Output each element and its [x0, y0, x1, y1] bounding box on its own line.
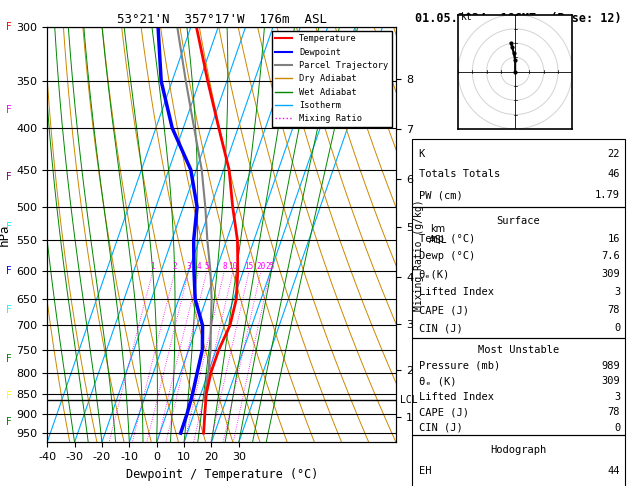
Text: F: F — [6, 305, 12, 315]
Text: Mixing Ratio (g/kg): Mixing Ratio (g/kg) — [414, 199, 424, 311]
Text: 78: 78 — [608, 407, 620, 417]
Bar — [412, 435, 625, 486]
Text: kt: kt — [461, 12, 472, 22]
Text: 2: 2 — [172, 262, 177, 271]
Text: 309: 309 — [601, 269, 620, 279]
Text: F: F — [6, 223, 12, 232]
Text: 309: 309 — [601, 376, 620, 386]
Text: 10: 10 — [228, 262, 238, 271]
Text: 1.79: 1.79 — [595, 190, 620, 200]
Y-axis label: hPa: hPa — [0, 223, 11, 246]
Text: Hodograph: Hodograph — [490, 445, 547, 455]
Text: 3: 3 — [186, 262, 191, 271]
Text: 25: 25 — [265, 262, 275, 271]
Text: 5: 5 — [204, 262, 209, 271]
Text: 3: 3 — [614, 392, 620, 402]
Text: 7.6: 7.6 — [601, 251, 620, 261]
Text: F: F — [6, 391, 12, 401]
Text: F: F — [6, 105, 12, 115]
Text: F: F — [6, 354, 12, 364]
Text: Totals Totals: Totals Totals — [419, 170, 500, 179]
Text: F: F — [6, 266, 12, 276]
Text: F: F — [6, 173, 12, 182]
Text: 0: 0 — [614, 423, 620, 433]
Text: 3: 3 — [614, 287, 620, 297]
Text: 22: 22 — [608, 149, 620, 159]
Text: CAPE (J): CAPE (J) — [419, 305, 469, 315]
Text: Lifted Index: Lifted Index — [419, 287, 494, 297]
Text: EH: EH — [419, 466, 431, 476]
Text: Surface: Surface — [496, 215, 540, 226]
Text: 44: 44 — [608, 466, 620, 476]
Text: CAPE (J): CAPE (J) — [419, 407, 469, 417]
Text: Temp (°C): Temp (°C) — [419, 233, 475, 243]
Text: 20: 20 — [256, 262, 265, 271]
Title: 53°21'N  357°17'W  176m  ASL: 53°21'N 357°17'W 176m ASL — [117, 13, 326, 26]
Text: F: F — [6, 417, 12, 427]
Text: Dewp (°C): Dewp (°C) — [419, 251, 475, 261]
Text: 4: 4 — [196, 262, 201, 271]
Text: 01.05.2024  18GMT  (Base: 12): 01.05.2024 18GMT (Base: 12) — [415, 12, 621, 25]
Text: θₑ(K): θₑ(K) — [419, 269, 450, 279]
Text: Pressure (mb): Pressure (mb) — [419, 361, 500, 371]
Bar — [412, 207, 625, 338]
Text: K: K — [419, 149, 425, 159]
Text: F: F — [6, 22, 12, 32]
Text: PW (cm): PW (cm) — [419, 190, 462, 200]
Text: 0: 0 — [614, 323, 620, 333]
X-axis label: Dewpoint / Temperature (°C): Dewpoint / Temperature (°C) — [126, 468, 318, 481]
Bar — [412, 139, 625, 207]
Y-axis label: km
ASL: km ASL — [429, 224, 447, 245]
Legend: Temperature, Dewpoint, Parcel Trajectory, Dry Adiabat, Wet Adiabat, Isotherm, Mi: Temperature, Dewpoint, Parcel Trajectory… — [272, 31, 392, 127]
Text: CIN (J): CIN (J) — [419, 423, 462, 433]
Text: Lifted Index: Lifted Index — [419, 392, 494, 402]
Text: 46: 46 — [608, 170, 620, 179]
Text: 16: 16 — [608, 233, 620, 243]
Text: 15: 15 — [245, 262, 253, 271]
Text: Most Unstable: Most Unstable — [477, 346, 559, 355]
Text: 989: 989 — [601, 361, 620, 371]
Text: 78: 78 — [608, 305, 620, 315]
Text: CIN (J): CIN (J) — [419, 323, 462, 333]
Text: 1: 1 — [150, 262, 155, 271]
Text: θₑ (K): θₑ (K) — [419, 376, 456, 386]
Text: LCL: LCL — [400, 395, 418, 405]
Bar — [412, 338, 625, 435]
Text: 8: 8 — [222, 262, 226, 271]
